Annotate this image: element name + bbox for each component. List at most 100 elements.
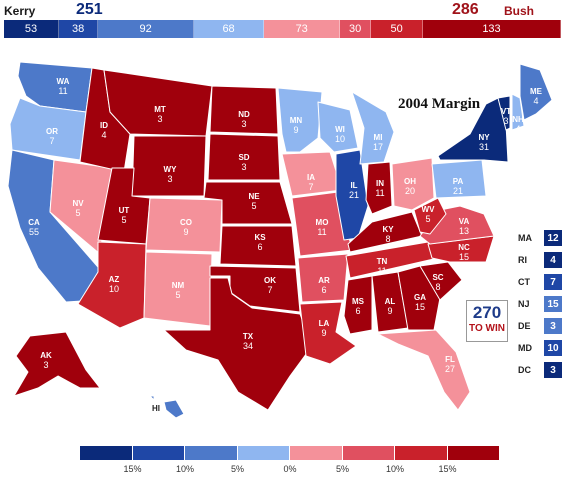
legend-tick: 15% <box>123 464 142 474</box>
state-ev: 11 <box>375 188 384 198</box>
state-label: CA <box>28 218 40 227</box>
state-ev: 9 <box>293 125 298 135</box>
small-state-row[interactable]: DE 3 <box>518 315 562 337</box>
state-nd[interactable] <box>209 85 279 135</box>
us-electoral-map: WA11OR7CA55NV5ID4MT3WY3UT5AZ10CO9NM5ND3S… <box>7 61 553 419</box>
state-mo[interactable] <box>291 191 353 257</box>
state-label: MN <box>290 116 303 125</box>
state-pa[interactable] <box>431 159 487 199</box>
state-ne[interactable] <box>203 181 293 225</box>
state-ev: 20 <box>405 186 415 196</box>
state-label: NE <box>248 192 260 201</box>
state-nh[interactable] <box>511 93 525 131</box>
state-vt[interactable] <box>497 95 511 131</box>
small-state-row[interactable]: RI 4 <box>518 249 562 271</box>
state-ev: 11 <box>58 86 67 96</box>
state-label: OR <box>46 127 58 136</box>
legend-tick: 15% <box>438 464 457 474</box>
state-ev: 5 <box>251 201 256 211</box>
state-label: WY <box>164 165 178 174</box>
state-me[interactable] <box>519 63 553 121</box>
state-label: IN <box>376 179 384 188</box>
state-label: NH <box>512 115 524 124</box>
small-state-row[interactable]: MD 10 <box>518 337 562 359</box>
logo-number: 270 <box>472 303 502 322</box>
state-sc[interactable] <box>419 261 463 301</box>
state-ky[interactable] <box>347 211 423 253</box>
small-states-list: MA 12 RI 4 CT 7 NJ 15 DE 3 MD 10 DC 3 <box>518 227 562 381</box>
state-tx[interactable] <box>163 277 313 411</box>
state-mi[interactable] <box>351 91 395 165</box>
state-label: AL <box>385 297 396 306</box>
state-label: OH <box>404 177 416 186</box>
state-ev: 11 <box>377 266 386 276</box>
state-ev: 3 <box>157 114 162 124</box>
state-co[interactable] <box>145 197 223 253</box>
state-mn[interactable] <box>277 87 323 153</box>
state-label: VA <box>459 217 470 226</box>
state-ev: 21 <box>453 186 463 196</box>
state-ev: 21 <box>349 190 359 200</box>
state-wi[interactable] <box>317 101 359 153</box>
state-label: MI <box>374 133 383 142</box>
legend-swatch <box>237 446 290 460</box>
state-ev: 5 <box>425 214 430 224</box>
legend-tick: 10% <box>385 464 405 474</box>
electoral-total-bush: 286 <box>452 1 479 18</box>
state-label: WV <box>422 205 436 214</box>
state-oh[interactable] <box>391 157 435 211</box>
state-ev: 11 <box>317 227 326 237</box>
state-ak[interactable] <box>13 331 101 397</box>
state-ev: 7 <box>267 285 272 295</box>
state-wv[interactable] <box>413 197 447 235</box>
state-ev: 9 <box>183 227 188 237</box>
legend-tick: 5% <box>230 464 245 474</box>
ev-segment: 92 <box>98 20 194 38</box>
ev-segment: 38 <box>58 20 99 38</box>
state-label: AK <box>40 351 52 360</box>
state-hi[interactable] <box>149 395 185 419</box>
small-state-row[interactable]: CT 7 <box>518 271 562 293</box>
state-ev: 15 <box>459 252 469 262</box>
state-ar[interactable] <box>297 253 349 303</box>
state-ms[interactable] <box>343 275 373 335</box>
state-sd[interactable] <box>207 133 281 181</box>
state-label: SC <box>432 273 443 282</box>
small-state-ev: 3 <box>544 318 562 334</box>
state-mt[interactable] <box>103 69 213 137</box>
legend-tick: 5% <box>335 464 350 474</box>
electoral-total-kerry: 251 <box>76 1 103 18</box>
state-label: VT <box>501 107 511 116</box>
state-label: ID <box>100 121 108 130</box>
state-fl[interactable] <box>377 329 471 411</box>
state-label: AR <box>318 276 330 285</box>
small-state-row[interactable]: NJ 15 <box>518 293 562 315</box>
state-ev: 4 <box>515 124 520 134</box>
state-ks[interactable] <box>219 225 297 267</box>
state-label: IA <box>307 173 315 182</box>
small-state-ev: 10 <box>544 340 562 356</box>
state-in[interactable] <box>365 161 393 215</box>
small-state-row[interactable]: MA 12 <box>518 227 562 249</box>
state-label: NY <box>478 133 490 142</box>
legend-swatch <box>80 446 133 460</box>
state-ev: 3 <box>167 174 172 184</box>
logo-subtext: TO WIN <box>469 323 505 334</box>
small-state-ev: 7 <box>544 274 562 290</box>
small-state-row[interactable]: DC 3 <box>518 359 562 381</box>
state-la[interactable] <box>299 301 357 365</box>
state-label: HI <box>152 404 160 413</box>
270-to-win-logo[interactable]: 270 TO WIN <box>466 300 508 342</box>
state-ev: 3 <box>241 119 246 129</box>
small-state-ev: 15 <box>544 296 562 312</box>
state-ev: 15 <box>415 302 425 312</box>
small-state-abbr: MD <box>518 343 532 353</box>
state-ev: 8 <box>435 282 440 292</box>
state-label: KS <box>254 233 266 242</box>
state-ev: 3 <box>241 162 246 172</box>
legend-swatch <box>447 446 500 460</box>
state-label: KY <box>382 225 394 234</box>
candidate-name-kerry: Kerry <box>4 4 36 18</box>
legend-swatch <box>185 446 238 460</box>
state-ev: 10 <box>109 284 119 294</box>
